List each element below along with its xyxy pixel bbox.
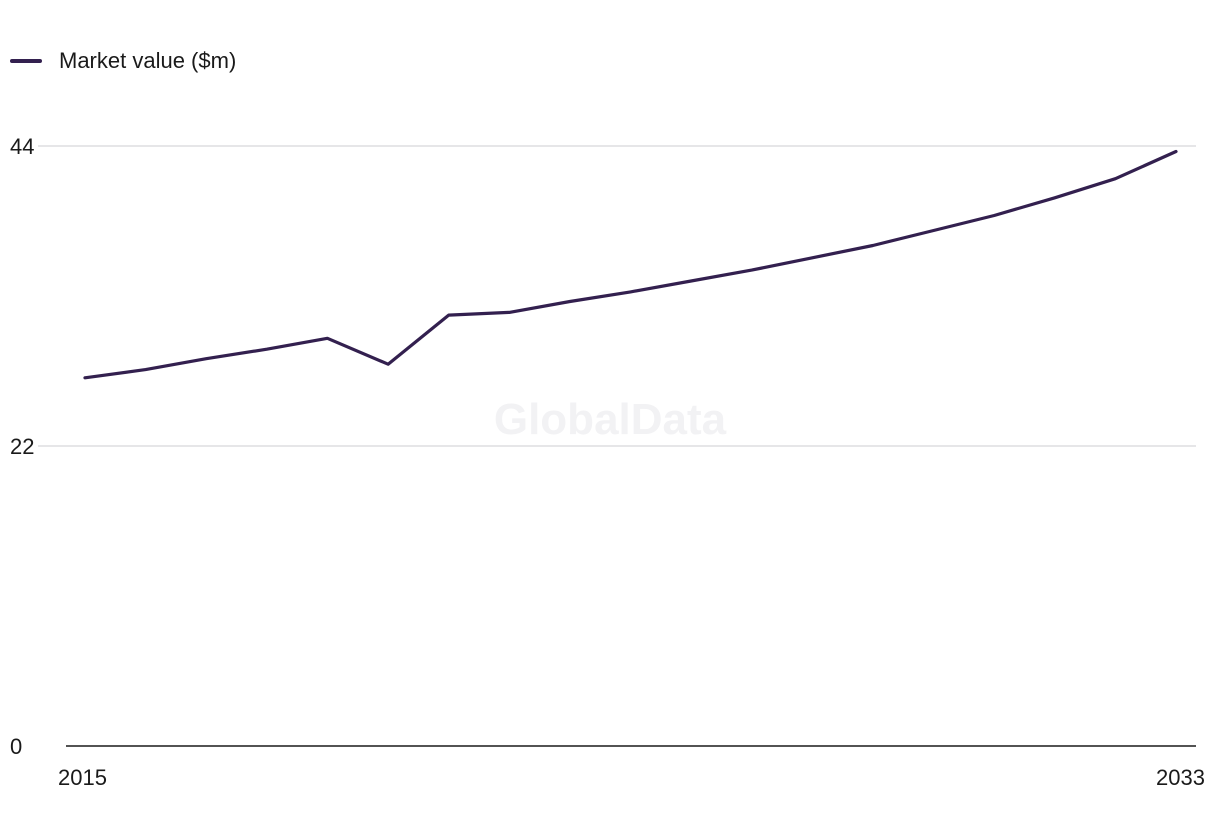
tick-labels: 0 22 44 2015 2033 bbox=[10, 134, 1205, 790]
legend-label: Market value ($m) bbox=[59, 48, 237, 73]
y-tick-label-0: 0 bbox=[10, 734, 22, 759]
gridlines bbox=[38, 145, 1196, 447]
legend-swatch bbox=[10, 59, 42, 63]
watermark: GlobalData bbox=[494, 395, 727, 444]
x-tick-label-2015: 2015 bbox=[58, 765, 107, 790]
watermark-layer: GlobalData bbox=[494, 395, 727, 444]
x-tick-label-2033: 2033 bbox=[1156, 765, 1205, 790]
y-tick-label-44: 44 bbox=[10, 134, 34, 159]
y-tick-label-22: 22 bbox=[10, 434, 34, 459]
series-line-0 bbox=[83, 149, 1178, 380]
legend: Market value ($m) bbox=[10, 46, 236, 76]
series-layer bbox=[83, 149, 1178, 380]
